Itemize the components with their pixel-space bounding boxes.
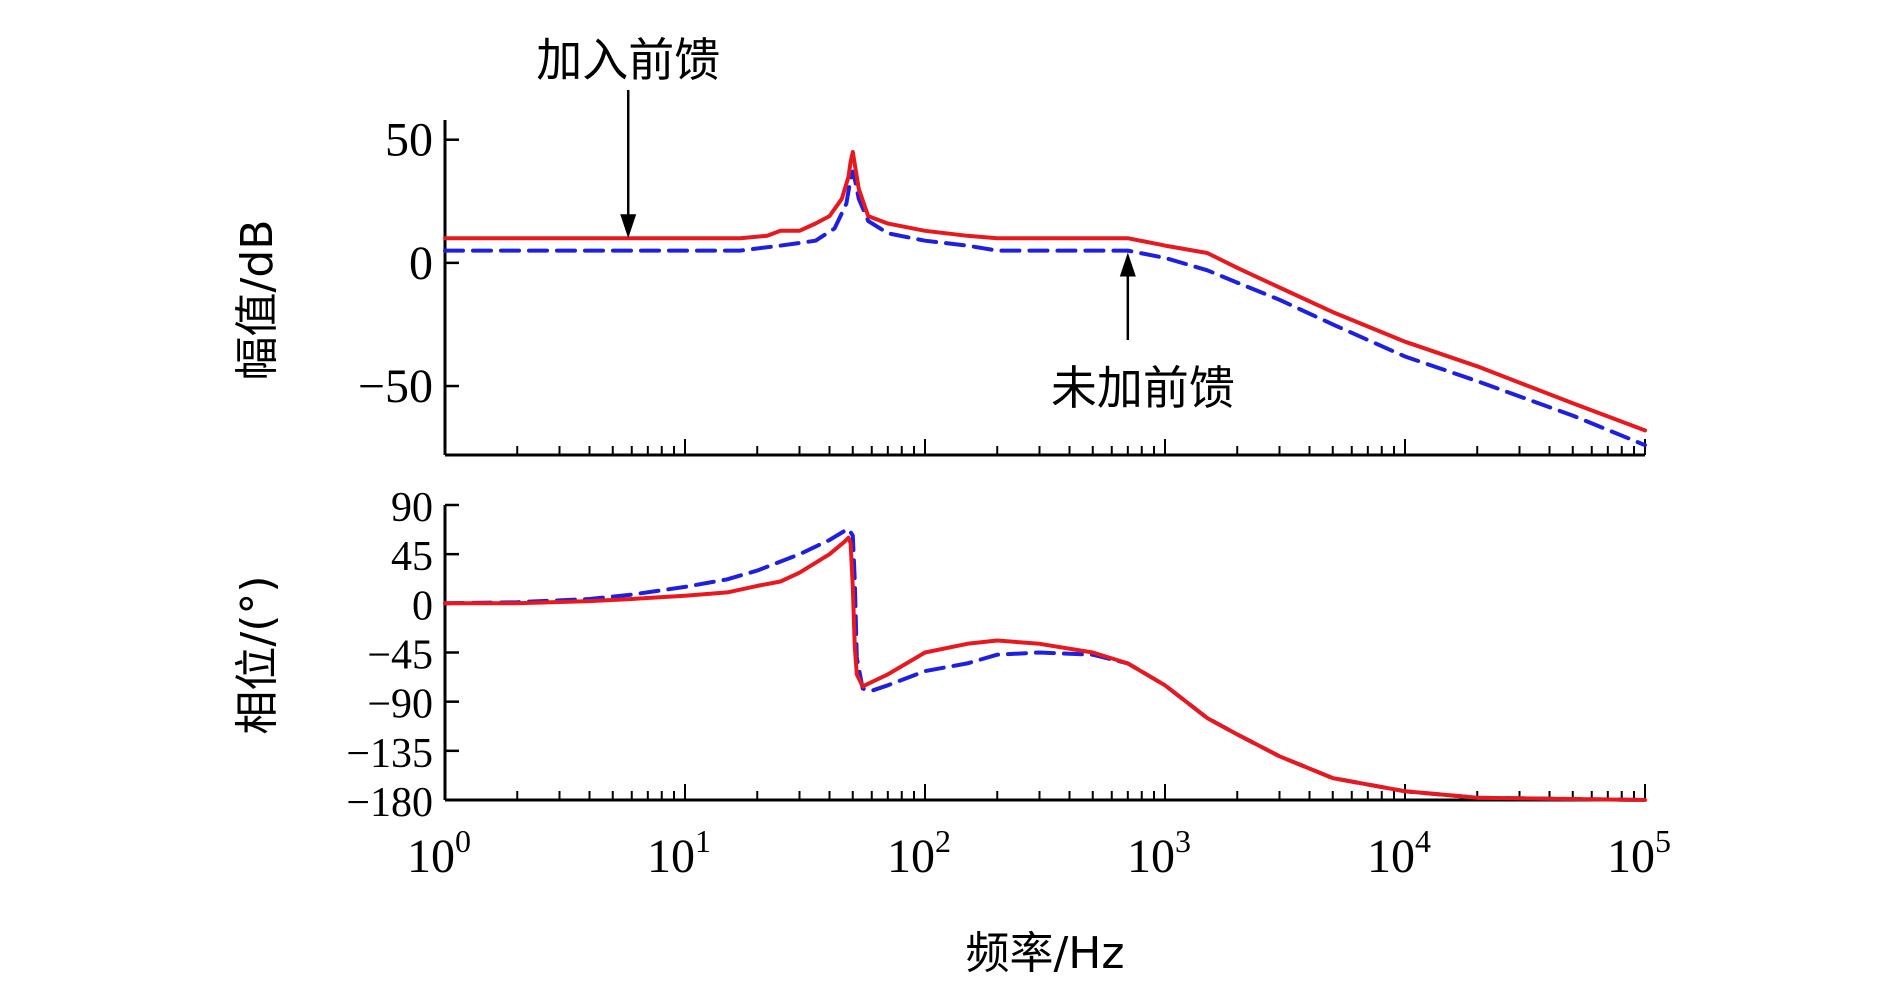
phase-y-tick-label: 90 [391, 485, 433, 531]
phase-series-without-feedforward [443, 527, 1647, 802]
phase-y-tick-label: −45 [367, 633, 433, 679]
magnitude-series [443, 150, 1647, 448]
phase-series-with-feedforward [443, 535, 1647, 802]
magnitude-y-axis-label: 幅值/dB [232, 220, 283, 381]
magnitude-series-with-feedforward [443, 150, 1647, 433]
magnitude-x-minor-ticks [444, 439, 1646, 455]
magnitude-series-without-feedforward [443, 169, 1647, 448]
annotation-arrow-head [620, 214, 637, 239]
phase-series [443, 527, 1647, 802]
phase-y-axis-label: 相位/(°) [232, 575, 283, 734]
phase-y-tick-label: −135 [346, 731, 433, 777]
x-tick-label: 100 [407, 823, 471, 883]
magnitude-y-ticks: 50 0 −50 [358, 114, 459, 413]
annotation-without-feedforward: 未加前馈 [1051, 252, 1235, 415]
x-tick-label: 105 [1607, 823, 1671, 883]
x-tick-label: 103 [1127, 823, 1191, 883]
phase-x-ticks: 100 101 102 103 104 105 [407, 784, 1671, 883]
phase-y-tick-label: −180 [346, 780, 433, 826]
phase-y-tick-label: −90 [367, 682, 433, 728]
x-tick-label: 101 [647, 823, 711, 883]
x-tick-label: 104 [1367, 823, 1431, 883]
annotation-with-feedforward: 加入前馈 [536, 33, 720, 239]
annotation-label: 未加前馈 [1051, 361, 1235, 415]
magnitude-y-tick-label: 50 [385, 114, 433, 167]
magnitude-y-tick-label: 0 [409, 237, 433, 290]
phase-y-tick-label: 0 [412, 583, 433, 629]
phase-y-tick-label: 45 [391, 534, 433, 580]
x-axis-label: 频率/Hz [965, 928, 1124, 979]
annotation-label: 加入前馈 [536, 33, 720, 87]
annotation-arrow-head [1119, 252, 1136, 277]
magnitude-panel: 50 0 −50 幅值/dB [232, 114, 1647, 457]
x-tick-label: 102 [887, 823, 951, 883]
magnitude-y-tick-label: −50 [358, 360, 433, 413]
